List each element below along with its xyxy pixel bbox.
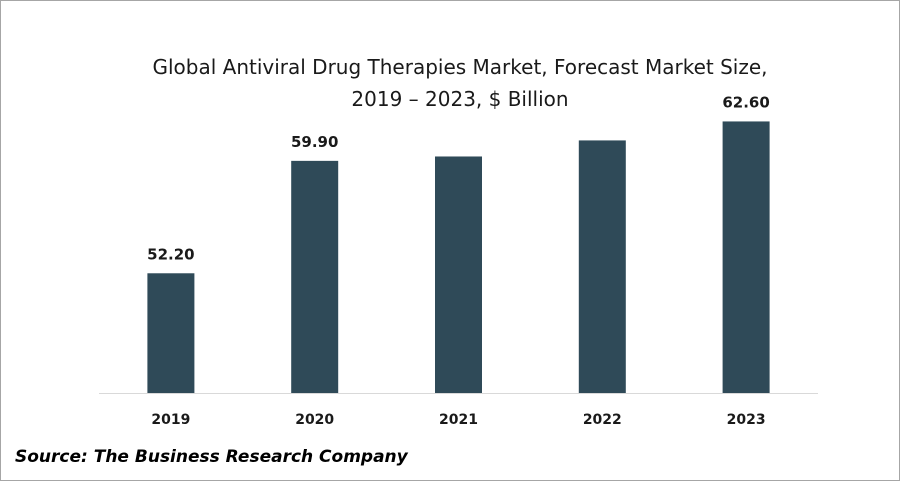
bar-2019 (147, 273, 195, 393)
chart-title-line-1: Global Antiviral Drug Therapies Market, … (152, 55, 768, 79)
bar-2022 (578, 140, 626, 393)
x-tick-2023: 2023 (727, 412, 766, 428)
x-tick-labels-group: 2019 2020 2021 2022 2023 (151, 412, 765, 428)
chart-title: Global Antiviral Drug Therapies Market, … (61, 51, 859, 115)
source-note: Source: The Business Research Company (15, 447, 408, 467)
x-tick-2019: 2019 (151, 412, 190, 428)
chart-title-line-2: 2019 – 2023, $ Billion (351, 87, 569, 111)
bar-2020 (291, 160, 339, 393)
data-label-2019: 52.20 (147, 245, 194, 263)
bars-group (147, 121, 770, 393)
bar-2021 (435, 156, 482, 393)
data-label-2020: 59.90 (291, 133, 338, 151)
data-label-2023: 62.60 (722, 93, 769, 111)
data-labels-group: 52.20 59.90 62.60 (147, 93, 770, 263)
bar-2023 (722, 121, 770, 393)
x-tick-2022: 2022 (583, 412, 622, 428)
x-tick-2021: 2021 (439, 412, 478, 428)
x-tick-2020: 2020 (295, 412, 334, 428)
